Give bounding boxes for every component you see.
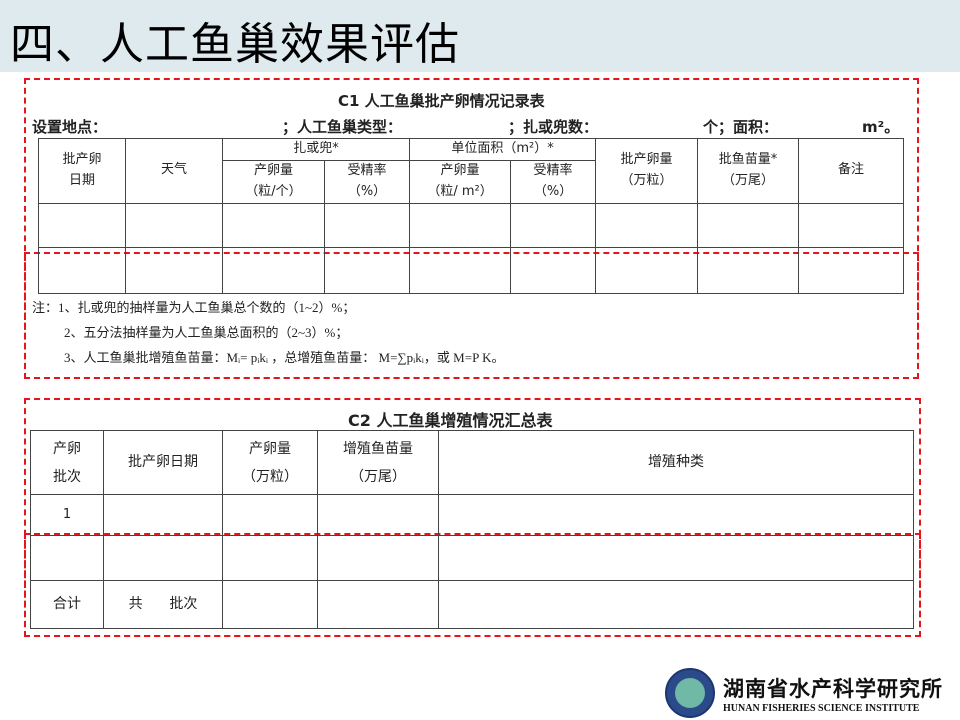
header-fry: 增殖鱼苗量 （万尾） <box>317 430 439 495</box>
cell[interactable]: 共 批次 <box>103 580 223 629</box>
header-eggs-per: 产卵量 （粒/个） <box>222 160 325 204</box>
header-remark: 备注 <box>798 138 905 204</box>
logo-cn: 湖南省水产科学研究所 <box>723 676 943 701</box>
table-row: 1 <box>30 494 914 536</box>
cell[interactable] <box>697 246 800 294</box>
slide-title: 四、人工鱼巢效果评估 <box>10 19 460 70</box>
cell[interactable] <box>798 246 905 294</box>
institute-logo: 湖南省水产科学研究所 HUNAN FISHERIES SCIENCE INSTI… <box>665 668 943 718</box>
cell[interactable] <box>798 202 905 248</box>
header-batch-eggs: 批产卵量 （万粒） <box>595 138 699 204</box>
field-area: 个；面积： <box>703 118 779 136</box>
cell[interactable] <box>595 246 699 294</box>
field-location: 设置地点： <box>32 118 108 136</box>
header-species: 增殖种类 <box>438 430 914 495</box>
c1-table: 批产卵 日期 天气 扎或兜* 单位面积（m²）* 批产卵量 （万粒） 批鱼苗量*… <box>38 138 905 294</box>
cell[interactable] <box>222 580 318 629</box>
table-row: 合计共 批次 <box>30 580 914 629</box>
field-unit: m²。 <box>862 118 900 136</box>
header-fert2: 受精率 （%） <box>510 160 597 204</box>
cell[interactable] <box>697 202 800 248</box>
cell[interactable] <box>409 246 512 294</box>
table-row <box>38 246 905 294</box>
cell[interactable] <box>222 535 318 581</box>
field-count: ；扎或兜数： <box>508 118 599 136</box>
cell[interactable] <box>323 246 411 294</box>
cell[interactable] <box>30 535 104 581</box>
cell[interactable] <box>125 246 223 294</box>
cell[interactable] <box>595 202 699 248</box>
cell[interactable] <box>103 535 223 581</box>
header-batch: 产卵 批次 <box>30 430 104 495</box>
title-bar <box>0 0 960 72</box>
cell[interactable] <box>438 535 914 581</box>
cell[interactable] <box>323 202 411 248</box>
table-row <box>30 535 914 581</box>
field-type: ；人工鱼巢类型： <box>282 118 403 136</box>
cell[interactable] <box>38 202 126 248</box>
note-2: 2、五分法抽样量为人工鱼巢总面积的（2~3）%； <box>64 325 349 340</box>
header-group-bundle: 扎或兜* <box>221 138 411 161</box>
cell[interactable]: 1 <box>30 494 104 536</box>
cell[interactable] <box>222 494 318 536</box>
cell[interactable] <box>103 494 223 536</box>
header-date: 批产卵 日期 <box>38 138 126 204</box>
cell[interactable]: 合计 <box>30 580 104 629</box>
cell[interactable] <box>38 246 126 294</box>
note-1: 注：1、扎或兜的抽样量为人工鱼巢总个数的（1~2）%； <box>32 300 356 315</box>
header-group-area: 单位面积（m²）* <box>409 138 597 161</box>
cell[interactable] <box>222 246 325 294</box>
header-eggs: 产卵量 （万粒） <box>222 430 318 495</box>
cell[interactable] <box>510 202 597 248</box>
header-date: 批产卵日期 <box>103 430 223 495</box>
cell[interactable] <box>317 494 439 536</box>
c2-table: 产卵 批次 批产卵日期 产卵量 （万粒） 增殖鱼苗量 （万尾） 增殖种类 1 合… <box>30 430 914 629</box>
table-row <box>38 202 905 248</box>
cell[interactable] <box>317 535 439 581</box>
c2-caption: C2 人工鱼巢增殖情况汇总表 <box>348 411 553 430</box>
cell[interactable] <box>317 580 439 629</box>
header-weather: 天气 <box>125 138 223 204</box>
cell[interactable] <box>438 494 914 536</box>
c1-caption: C1 人工鱼巢批产卵情况记录表 <box>338 92 545 110</box>
header-batch-fry: 批鱼苗量* （万尾） <box>697 138 800 204</box>
institute-seal-icon <box>665 668 715 718</box>
cell[interactable] <box>438 580 914 629</box>
header-fert1: 受精率 （%） <box>323 160 411 204</box>
header-eggs-area: 产卵量 （粒/ m²） <box>409 160 512 204</box>
note-3: 3、人工鱼巢批增殖鱼苗量：Mᵢ= pᵢkᵢ ，总增殖鱼苗量： M=∑pᵢkᵢ，或… <box>64 350 505 365</box>
cell[interactable] <box>125 202 223 248</box>
cell[interactable] <box>222 202 325 248</box>
cell[interactable] <box>409 202 512 248</box>
logo-en: HUNAN FISHERIES SCIENCE INSTITUTE <box>723 702 920 714</box>
cell[interactable] <box>510 246 597 294</box>
